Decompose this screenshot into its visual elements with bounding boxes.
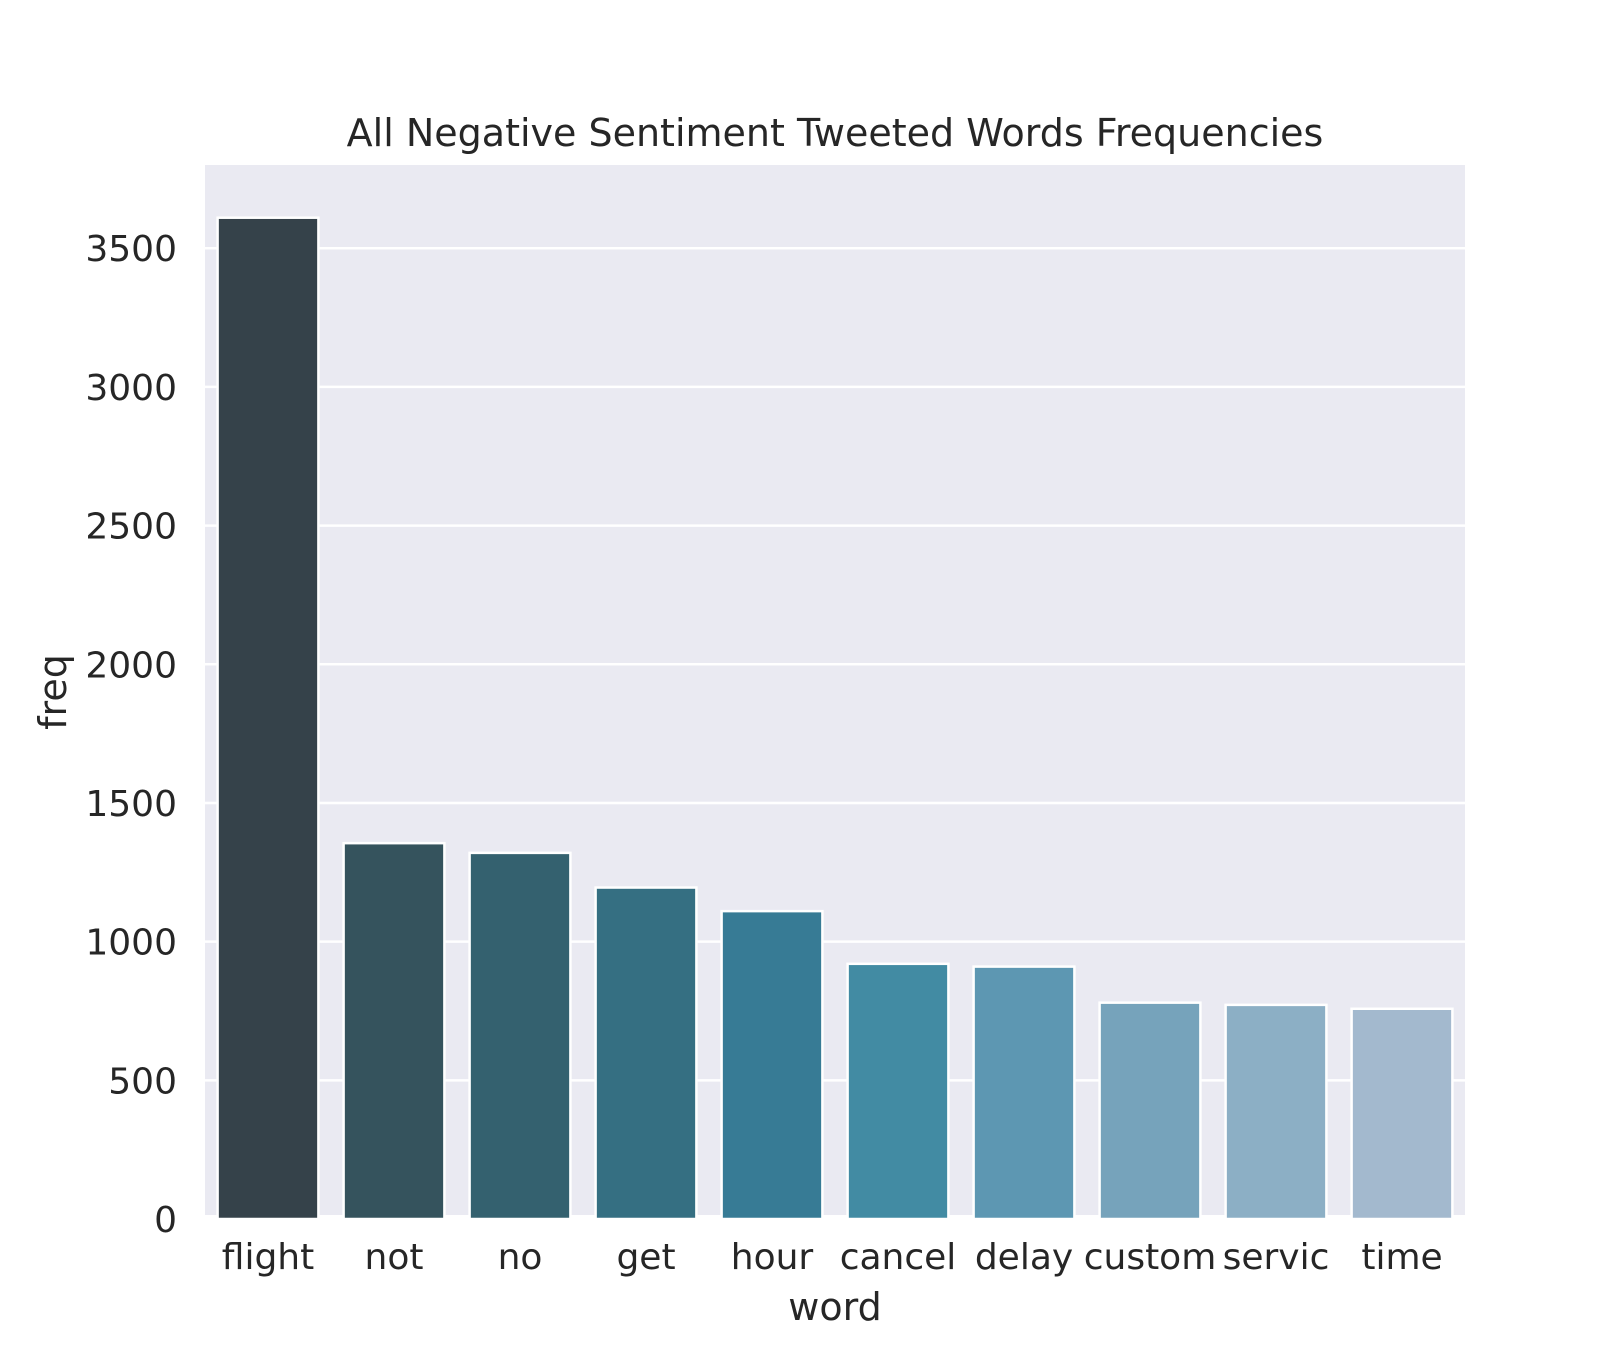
chart-title: All Negative Sentiment Tweeted Words Fre… [347,111,1324,155]
x-tick-label-hour: hour [731,1237,814,1278]
x-axis-ticks: flight not no get hour cancel delay custom servi… [222,1237,1443,1278]
x-tick-label-delay: delay [975,1237,1073,1278]
y-axis-ticks: 0 500 1000 1500 2000 2500 3000 3500 [85,229,177,1241]
x-axis-label: word [788,1285,881,1329]
y-tick-label: 3500 [85,229,177,270]
bar-get [594,886,698,1221]
y-tick-label: 1500 [85,784,177,825]
x-tick-label-cancel: cancel [840,1237,957,1278]
y-axis-label: freq [31,654,75,730]
x-tick-label-not: not [365,1237,424,1278]
y-tick-label: 3000 [85,368,177,409]
y-tick-label: 2000 [85,645,177,686]
x-tick-label-flight: flight [222,1237,314,1278]
x-tick-label-get: get [616,1237,675,1278]
bar-hour [720,909,824,1221]
x-tick-label-servic: servic [1223,1237,1330,1278]
y-tick-label: 0 [154,1200,177,1241]
bar-cancel [846,962,950,1221]
y-tick-label: 1000 [85,923,177,964]
x-tick-label-time: time [1361,1237,1442,1278]
bar-no [468,851,572,1221]
y-tick-label: 500 [108,1061,177,1102]
bar-delay [972,965,1076,1221]
bar-custom [1098,1001,1202,1221]
bar-servic [1224,1003,1328,1221]
x-tick-label-no: no [498,1237,543,1278]
bar-time [1350,1007,1454,1221]
bars [216,216,1454,1221]
x-tick-label-custom: custom [1084,1237,1217,1278]
bar-not [342,841,446,1221]
y-tick-label: 2500 [85,507,177,548]
bar-flight [216,216,320,1221]
